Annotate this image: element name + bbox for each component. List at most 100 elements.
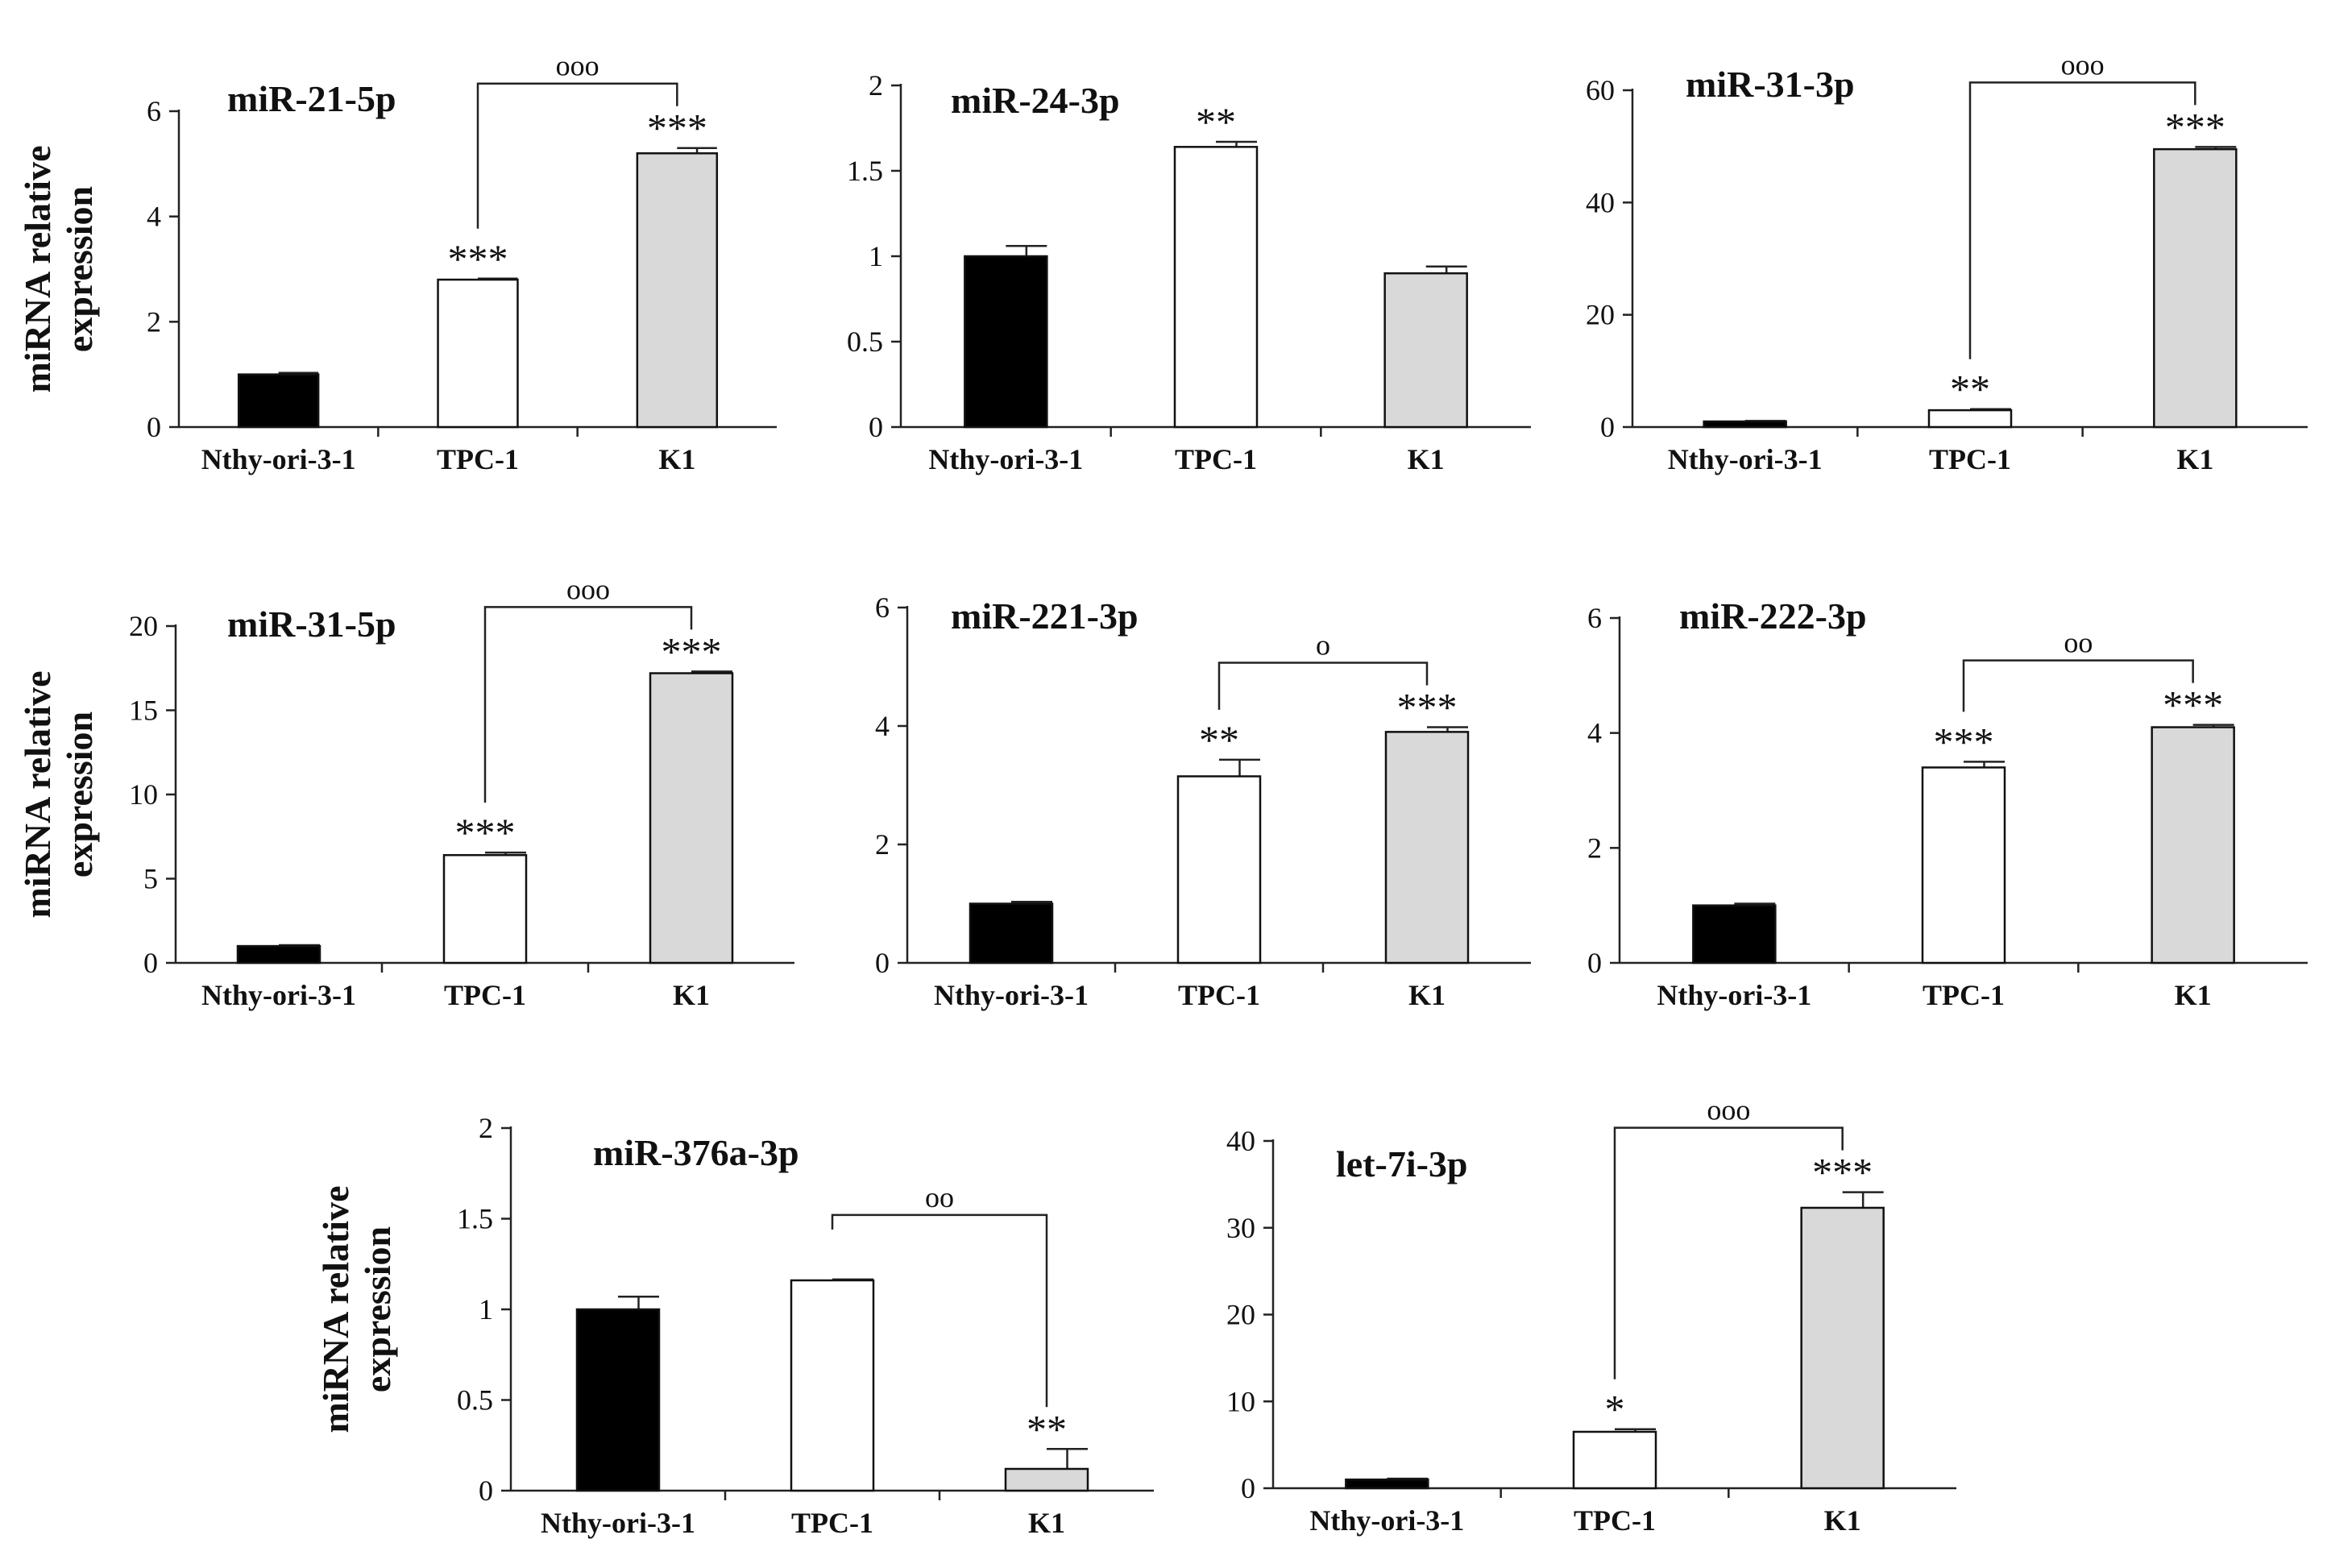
x-tick-label: Nthy-ori-3-1 bbox=[934, 979, 1089, 1011]
x-tick-label: TPC-1 bbox=[1574, 1504, 1656, 1537]
significance-stars: *** bbox=[448, 236, 508, 281]
y-tick-label: 10 bbox=[1226, 1385, 1255, 1417]
significance-stars: *** bbox=[2163, 682, 2223, 728]
x-tick-label: Nthy-ori-3-1 bbox=[1657, 979, 1811, 1011]
comparison-bracket bbox=[1217, 662, 1429, 710]
comparison-bracket bbox=[476, 82, 678, 229]
bracket-label: oo bbox=[2064, 627, 2093, 659]
bar-TPC-1 bbox=[437, 278, 519, 429]
bracket-label: ooo bbox=[1707, 1094, 1750, 1126]
x-tick-label: K1 bbox=[1408, 443, 1445, 475]
significance-stars: ** bbox=[1199, 717, 1239, 762]
chart-title: miR-24-3p bbox=[951, 80, 1120, 121]
x-tick-label: TPC-1 bbox=[1175, 443, 1257, 475]
y-tick-label: 0 bbox=[479, 1475, 493, 1507]
bar-TPC-1 bbox=[1176, 775, 1262, 964]
bar-K1 bbox=[1004, 1467, 1089, 1492]
x-tick-label: Nthy-ori-3-1 bbox=[1309, 1504, 1464, 1537]
x-tick-label: K1 bbox=[1408, 979, 1446, 1011]
significance-stars: *** bbox=[2165, 104, 2225, 149]
x-tick-label: TPC-1 bbox=[444, 979, 526, 1011]
chart-panel-8: 0 10 20 30 40 Nthy-ori-3-1 TPC-1 * K1 *** ooo let-7… bbox=[1226, 1094, 1956, 1537]
y-axis-label: miRNA relativeexpression bbox=[17, 145, 100, 392]
significance-stars: *** bbox=[1934, 719, 1994, 764]
chart-panel-2: 0 0.5 1 1.5 2 Nthy-ori-3-1 TPC-1 ** K1 miR-24-3p bbox=[847, 69, 1531, 475]
bar-TPC-1 bbox=[1921, 766, 2006, 964]
bar-K1 bbox=[1383, 272, 1468, 429]
y-tick-label: 6 bbox=[875, 591, 890, 624]
chart-panel-4: 0 5 10 15 20 Nthy-ori-3-1 TPC-1 *** K1 *** ooo miR-… bbox=[17, 573, 794, 1011]
y-tick-label: 1 bbox=[479, 1293, 493, 1325]
comparison-bracket bbox=[831, 1213, 1048, 1408]
y-tick-label: 0.5 bbox=[457, 1384, 493, 1417]
chart-title: miR-31-3p bbox=[1686, 64, 1855, 105]
y-tick-label: 2 bbox=[869, 69, 883, 102]
y-tick-label: 6 bbox=[147, 95, 161, 127]
y-tick-label: 0 bbox=[1600, 411, 1615, 443]
x-tick-label: Nthy-ori-3-1 bbox=[928, 443, 1083, 475]
y-tick-label: 0 bbox=[1241, 1472, 1255, 1504]
x-tick-label: Nthy-ori-3-1 bbox=[541, 1507, 695, 1539]
chart-title: miR-31-5p bbox=[227, 604, 396, 645]
y-tick-label: 2 bbox=[875, 828, 890, 861]
y-tick-label: 1 bbox=[869, 240, 883, 272]
chart-panel-7: 0 0.5 1 1.5 2 Nthy-ori-3-1 TPC-1 K1 ** oo miR-376a… bbox=[315, 1112, 1154, 1539]
bar-TPC-1 bbox=[1572, 1430, 1657, 1490]
bracket-label: ooo bbox=[556, 50, 599, 82]
comparison-bracket bbox=[1968, 81, 2196, 359]
x-tick-label: TPC-1 bbox=[1923, 979, 2005, 1011]
bar-K1 bbox=[2153, 147, 2238, 429]
y-tick-label: 15 bbox=[129, 695, 158, 727]
y-tick-label: 2 bbox=[1587, 832, 1602, 864]
bracket-label: ooo bbox=[566, 573, 610, 605]
significance-stars: ** bbox=[1196, 99, 1236, 144]
bar-TPC-1 bbox=[790, 1279, 875, 1492]
chart-panel-3: 0 20 40 60 Nthy-ori-3-1 TPC-1 ** K1 *** ooo miR-31… bbox=[1586, 48, 2308, 475]
bar-Nthy-ori-3-1 bbox=[969, 902, 1054, 964]
significance-stars: *** bbox=[1812, 1150, 1873, 1195]
y-tick-label: 30 bbox=[1226, 1212, 1255, 1244]
x-tick-label: K1 bbox=[2176, 443, 2213, 475]
bar-Nthy-ori-3-1 bbox=[236, 944, 321, 964]
significance-stars: *** bbox=[455, 810, 516, 855]
chart-panel-5: 0 2 4 6 Nthy-ori-3-1 TPC-1 ** K1 *** o miR-221-3p bbox=[875, 591, 1531, 1011]
bar-Nthy-ori-3-1 bbox=[1692, 904, 1777, 964]
bar-K1 bbox=[1800, 1206, 1885, 1490]
x-tick-label: K1 bbox=[1824, 1504, 1861, 1537]
y-axis-label-line: expression bbox=[59, 711, 100, 877]
x-tick-label: TPC-1 bbox=[437, 443, 519, 475]
significance-stars: ** bbox=[1950, 367, 1990, 412]
x-tick-label: TPC-1 bbox=[1929, 443, 2011, 475]
y-tick-label: 60 bbox=[1586, 74, 1615, 106]
y-tick-label: 0 bbox=[875, 947, 890, 979]
y-tick-label: 20 bbox=[129, 610, 158, 642]
y-tick-label: 40 bbox=[1226, 1125, 1255, 1157]
y-tick-label: 4 bbox=[147, 201, 161, 233]
y-tick-label: 5 bbox=[143, 863, 158, 895]
y-tick-label: 1.5 bbox=[847, 155, 883, 187]
significance-stars: * bbox=[1605, 1387, 1625, 1432]
y-axis-label-line: miRNA relative bbox=[17, 670, 58, 918]
y-tick-label: 20 bbox=[1586, 299, 1615, 331]
chart-title: let-7i-3p bbox=[1336, 1143, 1468, 1184]
y-tick-label: 0.5 bbox=[847, 326, 883, 358]
significance-stars: *** bbox=[662, 628, 722, 674]
y-tick-label: 20 bbox=[1226, 1299, 1255, 1331]
y-axis-label-line: miRNA relative bbox=[17, 145, 58, 392]
bracket-label: o bbox=[1316, 628, 1330, 661]
x-tick-label: TPC-1 bbox=[791, 1507, 873, 1539]
significance-stars: ** bbox=[1027, 1406, 1067, 1451]
significance-stars: *** bbox=[1397, 684, 1458, 729]
x-tick-label: Nthy-ori-3-1 bbox=[201, 979, 356, 1011]
y-tick-label: 1.5 bbox=[457, 1203, 493, 1235]
comparison-bracket bbox=[1962, 659, 2194, 712]
bar-Nthy-ori-3-1 bbox=[1345, 1478, 1429, 1490]
y-tick-label: 10 bbox=[129, 778, 158, 811]
y-tick-label: 2 bbox=[147, 305, 161, 338]
chart-title: miR-222-3p bbox=[1679, 595, 1867, 637]
bracket-label: oo bbox=[925, 1181, 954, 1213]
y-tick-label: 0 bbox=[869, 411, 883, 443]
chart-title: miR-376a-3p bbox=[593, 1132, 799, 1173]
